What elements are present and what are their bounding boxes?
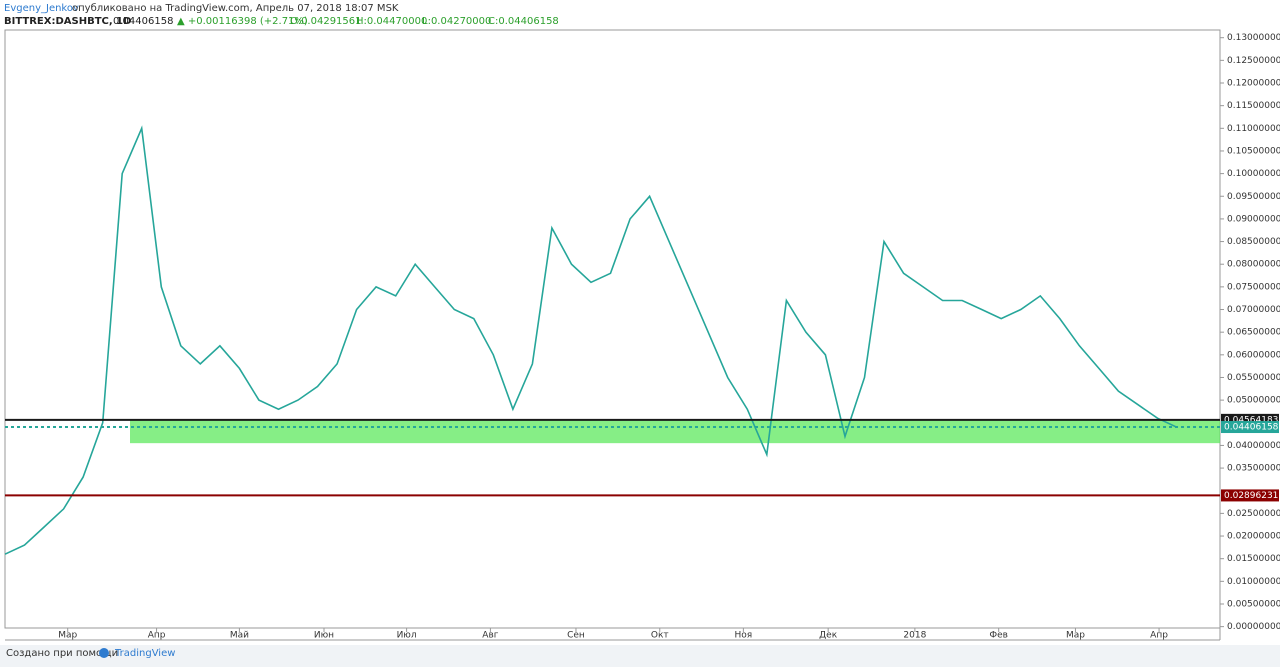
last-price: 0.04406158 [113,16,173,27]
y-tick-label: 0.13000000 [1227,33,1280,43]
x-tick-label: Июл [397,631,417,641]
y-tick-label: 0.11500000 [1227,101,1280,111]
x-tick-label: Дек [819,631,838,641]
y-tick-label: 0.07500000 [1227,282,1280,292]
y-tick-label: 0.06500000 [1227,328,1280,338]
x-tick-label: Май [230,631,249,641]
published: опубликовано на TradingView.com, Апрель … [72,3,399,14]
y-tick-label: 0.03500000 [1227,464,1280,474]
y-tick-label: 0.04000000 [1227,441,1280,451]
x-tick-label: Фев [989,631,1008,641]
y-tick-label: 0.06000000 [1227,350,1280,360]
y-tick-label: 0.00500000 [1227,599,1280,609]
open: O:0.04291561 [290,16,362,27]
y-tick-label: 0.02500000 [1227,509,1280,519]
x-tick-label: Окт [651,631,669,641]
y-tick-label: 0.09500000 [1227,192,1280,202]
x-tick-label: Ноя [735,631,753,641]
low: L:0.04270000 [422,16,491,27]
price-tag-label: 0.04406158 [1224,423,1279,433]
support-zone [130,419,1220,444]
change: ▲ +0.00116398 (+2.71%) [177,16,308,27]
price-tag [1221,421,1279,434]
footer-bar [0,645,1280,667]
price-tag-label: 0.04564183 [1224,415,1278,425]
footer-text: Создано при помощи [6,648,118,659]
close: C:0.04406158 [488,16,559,27]
author[interactable]: Evgeny_Jenkov [4,3,79,14]
y-tick-label: 0.10500000 [1227,146,1280,156]
y-tick-label: 0.12000000 [1227,79,1280,89]
y-tick-label: 0.08500000 [1227,237,1280,247]
y-tick-label: 0.01500000 [1227,554,1280,564]
y-tick-label: 0.07000000 [1227,305,1280,315]
footer-brand[interactable]: TradingView [114,648,175,659]
y-tick-label: 0.12500000 [1227,56,1280,66]
y-tick-label: 0.05000000 [1227,396,1280,406]
x-tick-label: Сен [567,631,585,641]
brand-logo [99,648,109,658]
price-line [4,125,1178,555]
x-tick-label: Авг [482,631,498,641]
y-tick-label: 0.09000000 [1227,214,1280,224]
x-tick-label: 2018 [903,631,926,641]
price-tag-label: 0.02896231 [1224,491,1278,501]
y-tick-label: 0.11000000 [1227,124,1280,134]
y-tick-label: 0.01000000 [1227,577,1280,587]
y-tick-label: 0.00000000 [1227,622,1280,632]
x-tick-label: Апр [148,631,166,641]
symbol: BITTREX:DASHBTC, 1D [4,16,131,27]
x-tick-label: Мар [58,631,77,641]
x-tick-label: Мар [1066,631,1085,641]
y-tick-label: 0.05500000 [1227,373,1280,383]
high: H:0.04470000 [356,16,427,27]
y-tick-label: 0.10000000 [1227,169,1280,179]
y-tick-label: 0.02000000 [1227,532,1280,542]
price-tag [1221,489,1279,502]
x-tick-label: Апр [1150,631,1168,641]
y-tick-label: 0.08000000 [1227,260,1280,270]
x-tick-label: Июн [314,631,334,641]
